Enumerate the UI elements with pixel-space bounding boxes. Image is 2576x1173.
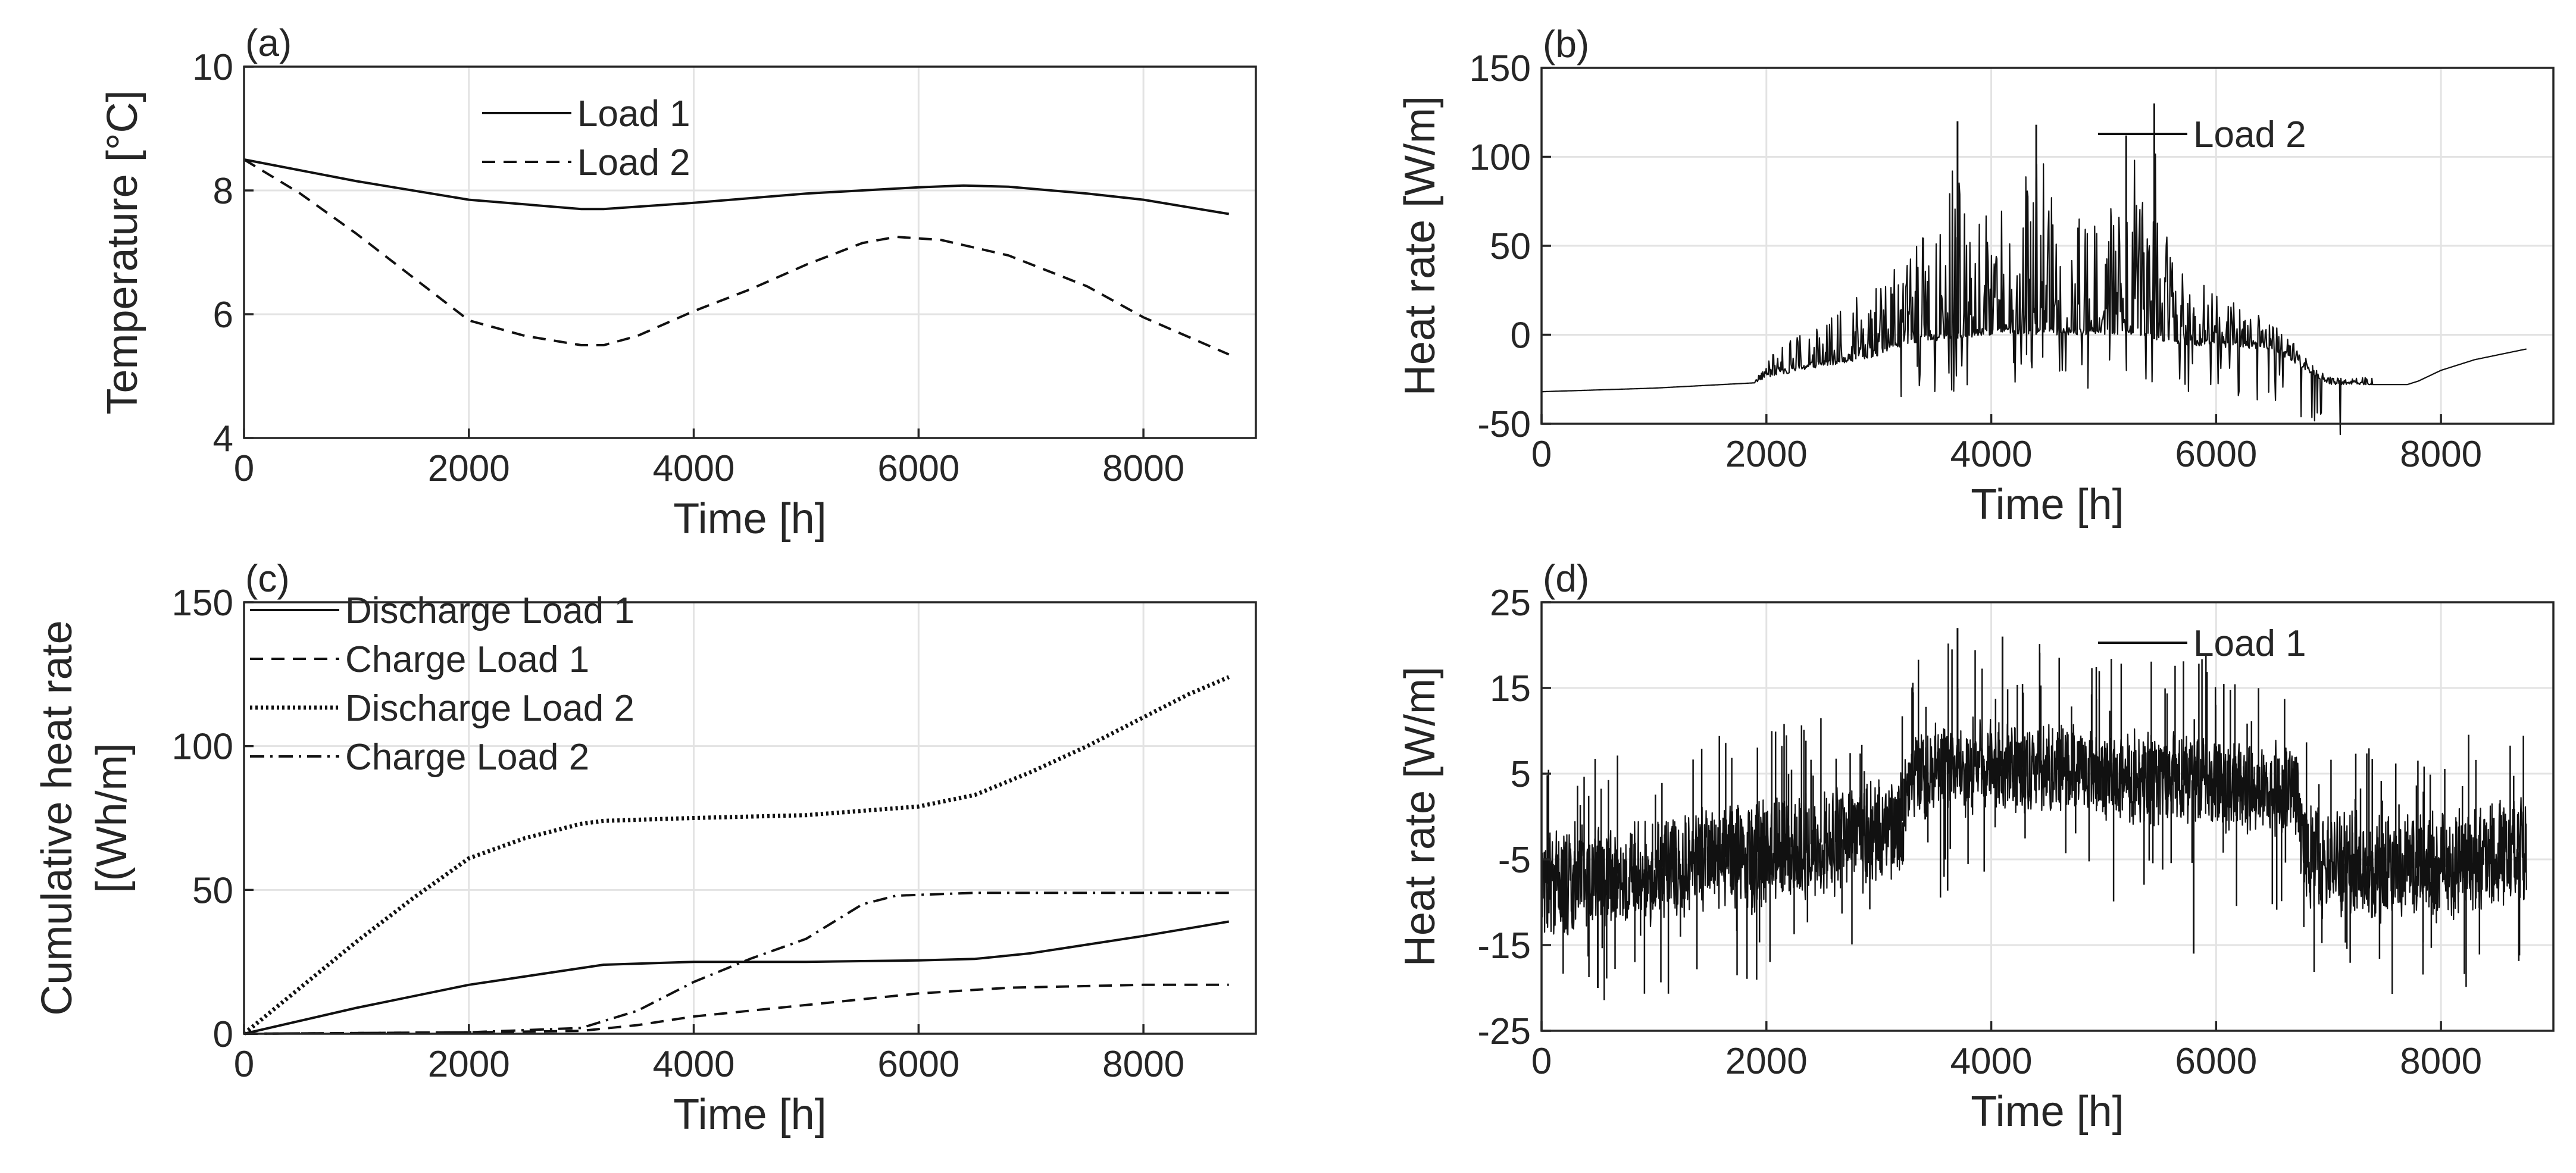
panel-d: 0 2000 4000 6000 8000 -25 -15 -5 5 15 25 Time [h] He… (1396, 557, 2555, 1136)
series-line-d-0 (1540, 716, 2527, 936)
ytick-label-a-0: 4 (213, 418, 233, 459)
ylabel-d: Heat rate [W/m] (1396, 667, 1444, 966)
ytick-label-c-0: 0 (213, 1014, 233, 1055)
xtick-label-d-2: 4000 (1950, 1041, 2033, 1082)
xtick-label-c-4: 8000 (1102, 1044, 1184, 1085)
ytick-label-a-2: 8 (213, 171, 233, 212)
series-line-c-2 (242, 675, 1230, 1036)
panel-c: 0 2000 4000 6000 8000 0 50 100 150 Time [h] Cumula… (33, 557, 1257, 1138)
series-line-a-0 (243, 158, 1230, 215)
ylabel-b: Heat rate [W/m] (1396, 96, 1444, 396)
legend-entry-a-1: Load 2 (577, 142, 690, 183)
xtick-label-a-0: 0 (234, 448, 254, 489)
xtick-label-d-1: 2000 (1725, 1041, 1808, 1082)
panel-a: 0 2000 4000 6000 8000 4 6 8 10 Time [h] Temperatur… (99, 21, 1257, 543)
legend-entry-c-1: Charge Load 1 (345, 639, 589, 680)
xtick-label-d-3: 6000 (2175, 1041, 2257, 1082)
series-a-0 (243, 158, 1230, 215)
ytick-label-b-3: 100 (1470, 137, 1531, 179)
xtick-label-b-0: 0 (1531, 434, 1552, 475)
legend-entry-a-0: Load 1 (577, 93, 690, 134)
series-c-0 (243, 920, 1230, 1035)
ytick-label-c-1: 50 (192, 870, 233, 911)
xtick-label-c-1: 2000 (428, 1044, 510, 1085)
plot-frame-a (243, 65, 1257, 439)
ylabel-a: Temperature [°C] (99, 90, 146, 415)
xlabel-c: Time [h] (673, 1091, 826, 1138)
xlabel-b: Time [h] (1971, 481, 2124, 528)
xlabel-a: Time [h] (673, 495, 826, 543)
xtick-label-a-4: 8000 (1102, 448, 1184, 489)
ytick-label-d-4: 15 (1490, 668, 1531, 709)
ytick-label-a-1: 6 (213, 295, 233, 336)
plot-frame-d (1540, 601, 2555, 1032)
ytick-label-b-1: 0 (1511, 315, 1531, 356)
xtick-label-b-3: 6000 (2175, 434, 2257, 475)
ytick-label-d-0: -25 (1477, 1011, 1531, 1052)
xtick-label-a-2: 4000 (653, 448, 735, 489)
series-c-2 (242, 675, 1230, 1036)
legend-entry-d-0: Load 1 (2193, 623, 2306, 664)
ylabel-c-line-1: [(Wh/m] (88, 743, 136, 893)
ytick-label-b-2: 50 (1490, 226, 1531, 267)
ytick-label-d-3: 5 (1511, 754, 1531, 795)
ytick-label-d-1: -15 (1477, 925, 1531, 966)
xtick-label-a-3: 6000 (877, 448, 959, 489)
legend-b: Load 2 (2098, 114, 2306, 155)
panel-label-a: (a) (245, 21, 292, 64)
series-line-a-1 (243, 158, 1230, 356)
series-c-1 (243, 983, 1229, 1035)
legend-entry-c-0: Discharge Load 1 (345, 590, 634, 631)
series-line-c-0 (243, 920, 1230, 1035)
legend-entry-c-3: Charge Load 2 (345, 737, 589, 778)
series-b-0 (1540, 103, 2527, 436)
ytick-label-b-0: -50 (1477, 404, 1531, 445)
series-c-3 (243, 892, 1229, 1035)
panel-label-b: (b) (1543, 23, 1589, 65)
xtick-label-d-4: 8000 (2400, 1041, 2482, 1082)
ytick-label-d-5: 25 (1490, 583, 1531, 624)
xtick-label-c-0: 0 (234, 1044, 254, 1085)
xlabel-d: Time [h] (1971, 1088, 2124, 1136)
panel-label-c: (c) (245, 557, 290, 600)
panel-label-d: (d) (1543, 557, 1589, 600)
legend-entry-b-0: Load 2 (2193, 114, 2306, 155)
xtick-label-c-3: 6000 (877, 1044, 959, 1085)
ytick-label-a-3: 10 (192, 47, 233, 88)
xtick-label-a-1: 2000 (428, 448, 510, 489)
ylabel-c-line-0: Cumulative heat rate (33, 620, 81, 1015)
series-line-c-1 (243, 983, 1229, 1035)
ytick-label-c-2: 100 (172, 727, 233, 768)
xtick-label-c-2: 4000 (653, 1044, 735, 1085)
series-line-c-3 (243, 892, 1229, 1035)
series-line-b-0 (1540, 153, 2527, 436)
legend-entry-c-2: Discharge Load 2 (345, 688, 634, 729)
legend-c: Discharge Load 1 Charge Load 1 Discharge L… (250, 590, 634, 778)
series-a-1 (243, 158, 1230, 356)
xtick-label-d-0: 0 (1531, 1041, 1552, 1082)
plot-frame-c (243, 601, 1257, 1035)
legend-d: Load 1 (2098, 623, 2306, 664)
ytick-label-b-4: 150 (1470, 48, 1531, 89)
xtick-label-b-4: 8000 (2400, 434, 2482, 475)
xtick-label-b-1: 2000 (1725, 434, 1808, 475)
ytick-label-c-3: 150 (172, 583, 233, 624)
legend-a: Load 1 Load 2 (482, 93, 690, 183)
series-d-0 (1540, 628, 2527, 1000)
ytick-label-d-2: -5 (1498, 840, 1531, 881)
xtick-label-b-2: 4000 (1950, 434, 2033, 475)
